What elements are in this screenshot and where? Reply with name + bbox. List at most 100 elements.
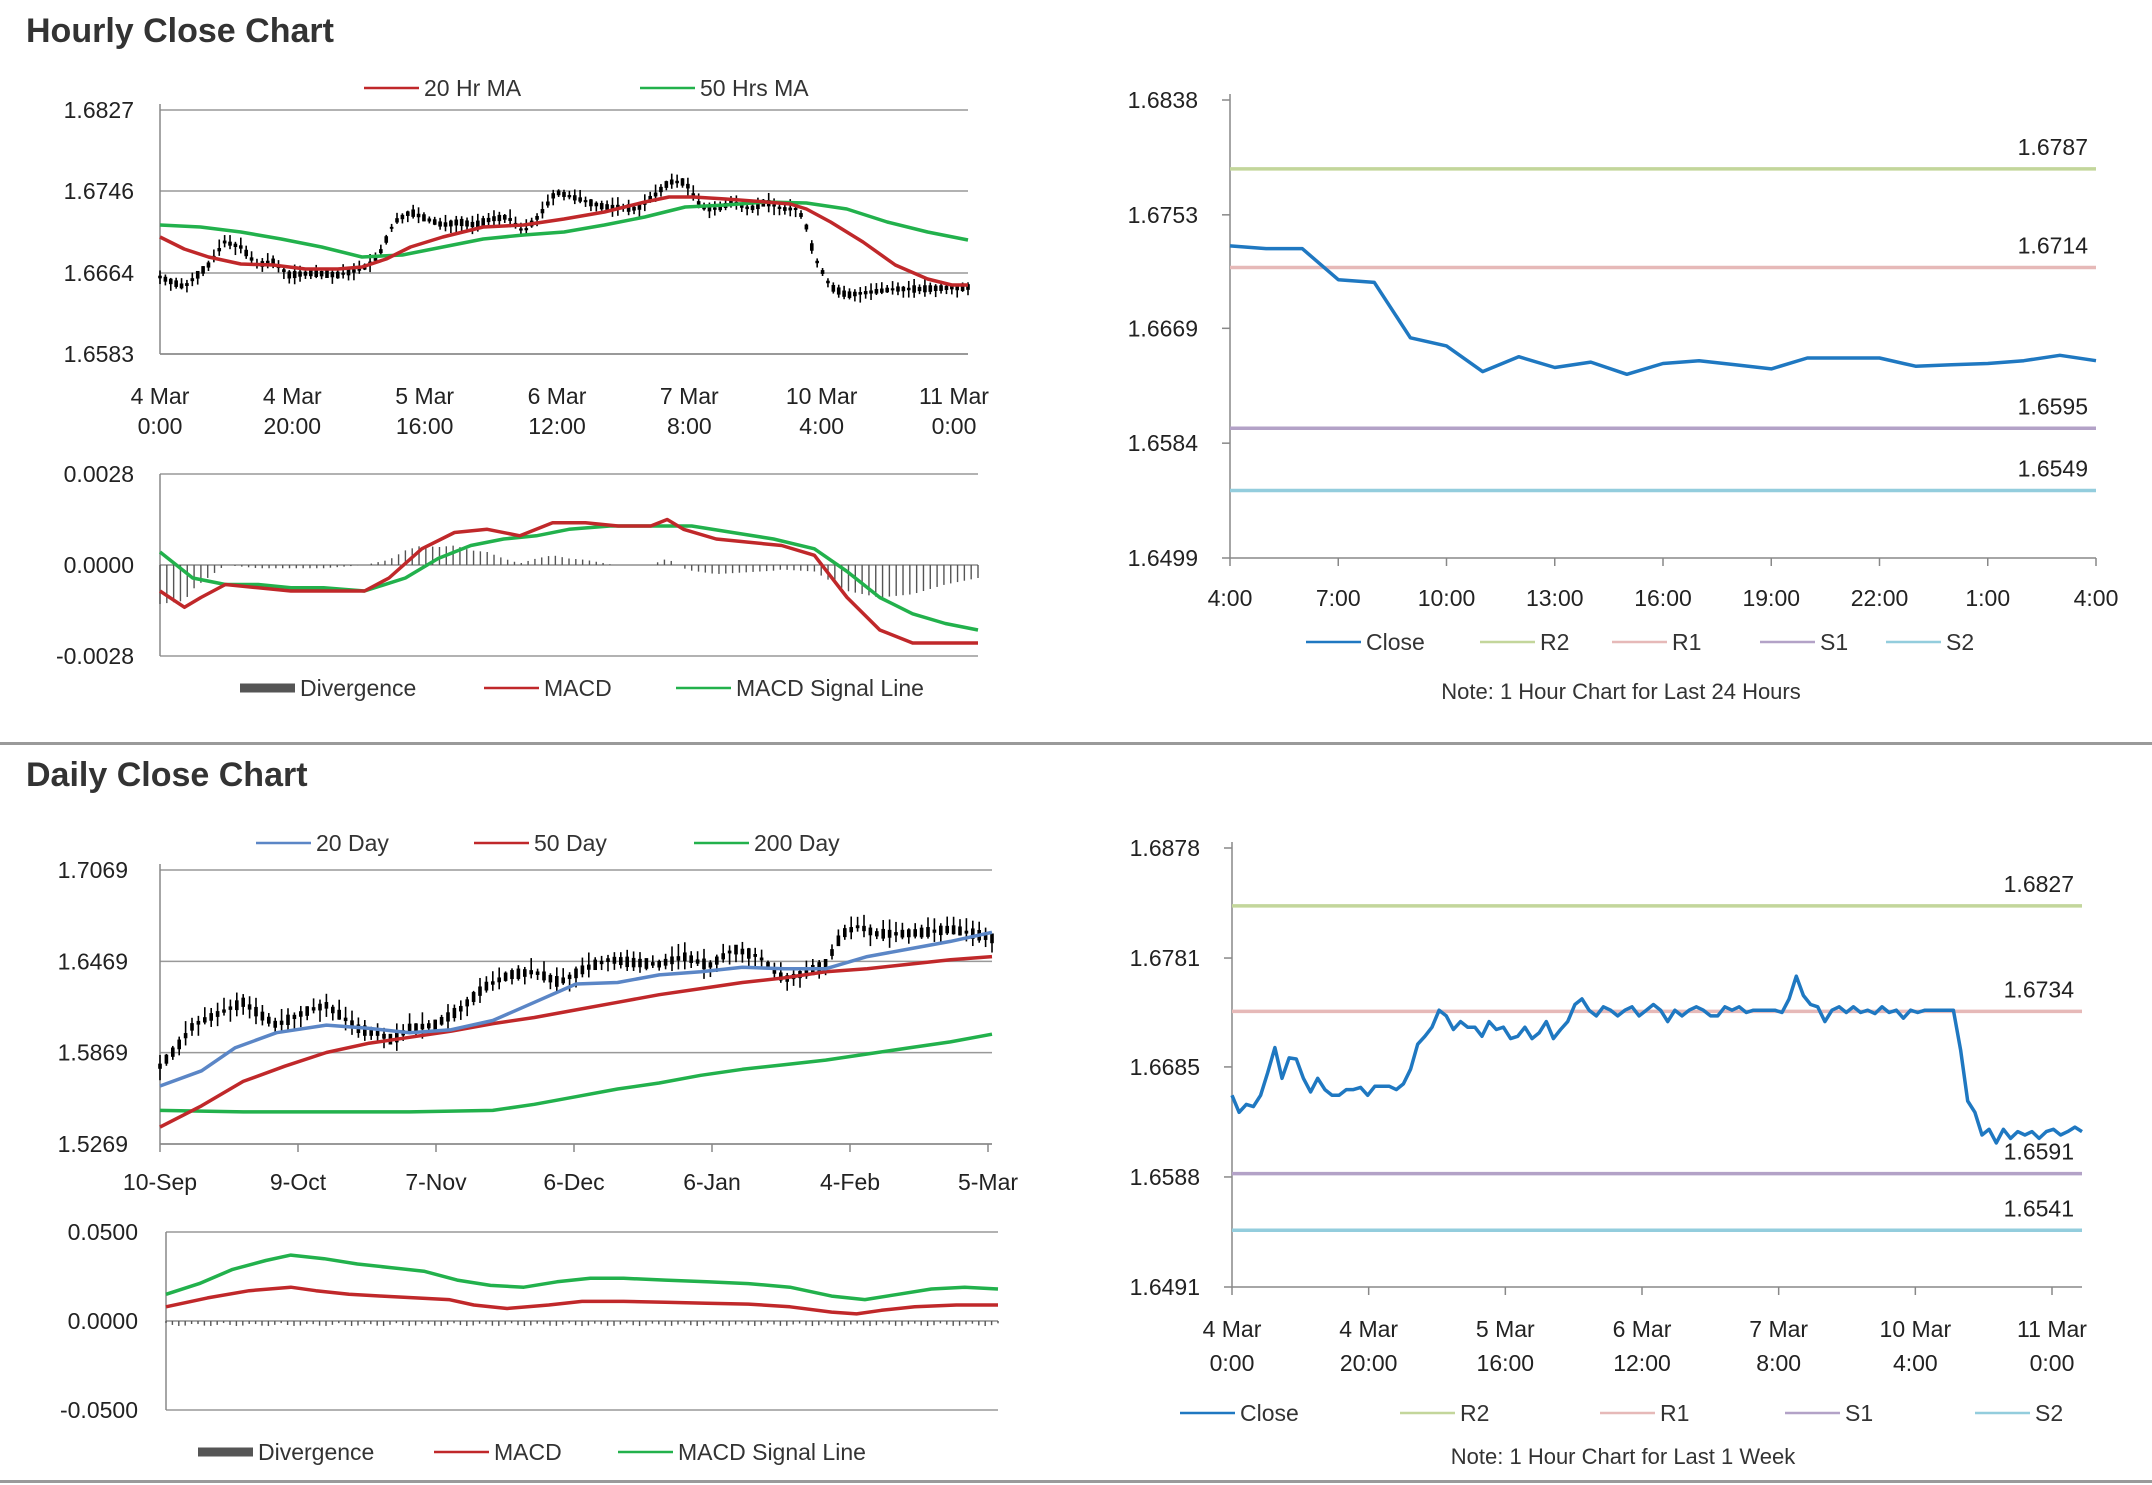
candle-body [594,202,599,207]
hourly-macd-y-tick: 0.0000 [64,552,134,578]
candle-body [379,249,383,254]
legend-ma-50-label: 50 Hrs MA [700,75,809,101]
candle-body [689,955,693,963]
candle-body [836,287,841,295]
legend-r2-label: R2 [1460,1400,1489,1426]
hourly_close_week-x-tick: 0:00 [2030,1350,2075,1376]
candle-body [164,1054,169,1064]
candle-body [206,262,211,268]
candle-body [788,207,793,211]
candle-body [486,217,491,223]
candle-body [492,216,496,222]
candle-body [793,207,798,211]
candle-body [960,283,965,291]
candle-body [556,190,561,196]
candle-body [862,925,866,932]
candle-body [815,260,819,264]
candle-body [452,1007,457,1019]
candle-body [939,285,943,291]
candle-body [843,928,847,938]
candle-body [593,959,597,971]
candle-body [950,285,954,290]
ma-50-day-line [159,954,993,1129]
candle-body [497,977,501,983]
candle-body [589,199,593,207]
candle-body [653,192,658,197]
candle-body [842,290,846,297]
candle-body [727,950,732,954]
candle-body [664,181,669,188]
candle-body [847,291,852,298]
legend-macd-label: MACD [544,675,612,701]
daily-price-x-tick: 7-Nov [405,1169,467,1195]
candle-body [357,268,362,271]
candle-body [235,1000,239,1011]
legend-macd-label: MACD [494,1439,562,1465]
candle-body [411,209,415,217]
candle-body [427,1023,431,1029]
candle-body [567,195,572,198]
candle-body [625,956,629,968]
ma-50-line [159,200,969,259]
candle-body [305,1006,309,1016]
hourly_close_week-x-tick: 4 Mar [1203,1316,1262,1342]
candle-body [750,205,755,211]
legend-r1-label: R1 [1660,1400,1689,1426]
candle-body [177,1039,181,1050]
hourly_close_week-x-tick: 4 Mar [1339,1316,1398,1342]
candle-body [239,245,243,249]
legend-r2-label: R2 [1540,629,1569,655]
candle-body [491,981,495,985]
candle-body [459,218,464,227]
candle-body [896,286,900,292]
candle-body [555,976,559,987]
legend-divergence-label: Divergence [300,675,416,701]
candle-body [809,243,814,251]
hourly-price-y-tick: 1.6746 [64,178,134,204]
level-label-r1: 1.6734 [2004,976,2075,1002]
candle-body [416,213,421,218]
candle-body [314,269,319,277]
candle-body [228,241,232,246]
candle-body [465,220,469,227]
candle-body [721,953,725,960]
candle-body [215,1011,220,1017]
candle-body [945,925,949,934]
candle-body [287,271,292,279]
candle-body [900,929,905,938]
candle-body [535,971,540,975]
candle-body [919,927,924,938]
daily-price-y-tick: 1.6469 [58,948,128,974]
candle-body [599,960,604,965]
legend-macd-signal-label: MACD Signal Line [736,675,924,701]
candle-body [335,271,340,279]
candle-body [836,935,841,947]
candle-body [551,193,556,199]
candle-body [439,1016,444,1025]
candle-body [830,949,834,956]
candle-body [363,1025,367,1036]
macd-line [159,517,978,645]
hourly_close_week-y-tick: 1.6491 [1130,1274,1200,1300]
candle-body [923,285,927,293]
hourly-price-x-tick: 10 Mar [786,383,858,409]
hourly_close_week-x-tick: 6 Mar [1613,1316,1672,1342]
candle-body [868,927,873,936]
candle-body [508,218,512,221]
hourly-price-x-tick: 5 Mar [395,383,454,409]
candle-body [933,285,938,291]
candle-body [400,214,405,220]
hourly_close_week-x-tick: 10 Mar [1880,1316,1952,1342]
candle-body [524,228,529,231]
legend-close-label: Close [1366,629,1425,655]
daily-price-x-tick: 6-Dec [543,1169,604,1195]
candle-body [944,285,949,290]
daily-macd-y-tick: 0.0000 [68,1308,138,1334]
candle-body [875,931,879,937]
section-divider [0,742,2152,745]
macd-signal-line [158,524,979,632]
candle-body [777,206,782,209]
candle-body [548,974,553,983]
candle-body [734,944,738,955]
candle-body [561,977,565,984]
